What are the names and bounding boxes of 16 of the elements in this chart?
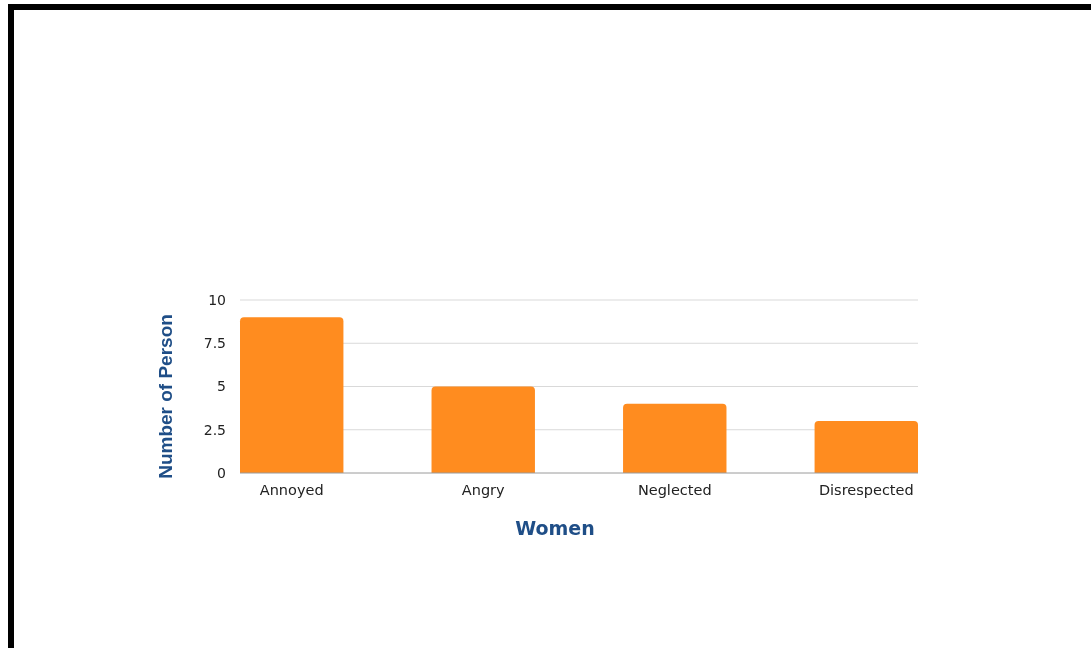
y-tick-label: 2.5	[203, 421, 226, 438]
page-frame: 0 2.5 5 7.5 10 Annoyed Angry Neglected Disrespected Women Number of Person	[8, 4, 1091, 648]
x-tick-label: Annoyed	[259, 482, 324, 498]
x-tick-label: Angry	[461, 482, 506, 498]
bar	[431, 386, 535, 473]
bar	[623, 403, 727, 473]
bar	[814, 421, 918, 473]
y-tick-label: 7.5	[203, 335, 226, 352]
y-axis-title: Number of Person	[155, 314, 176, 479]
y-tick-label: 10	[208, 291, 226, 308]
y-tick-label: 0	[217, 464, 226, 481]
x-axis-title: Women	[515, 517, 595, 539]
bar	[240, 317, 344, 473]
y-tick-label: 5	[217, 378, 226, 395]
x-tick-label: Disrespected	[818, 482, 914, 498]
x-tick-label: Neglected	[637, 482, 712, 498]
